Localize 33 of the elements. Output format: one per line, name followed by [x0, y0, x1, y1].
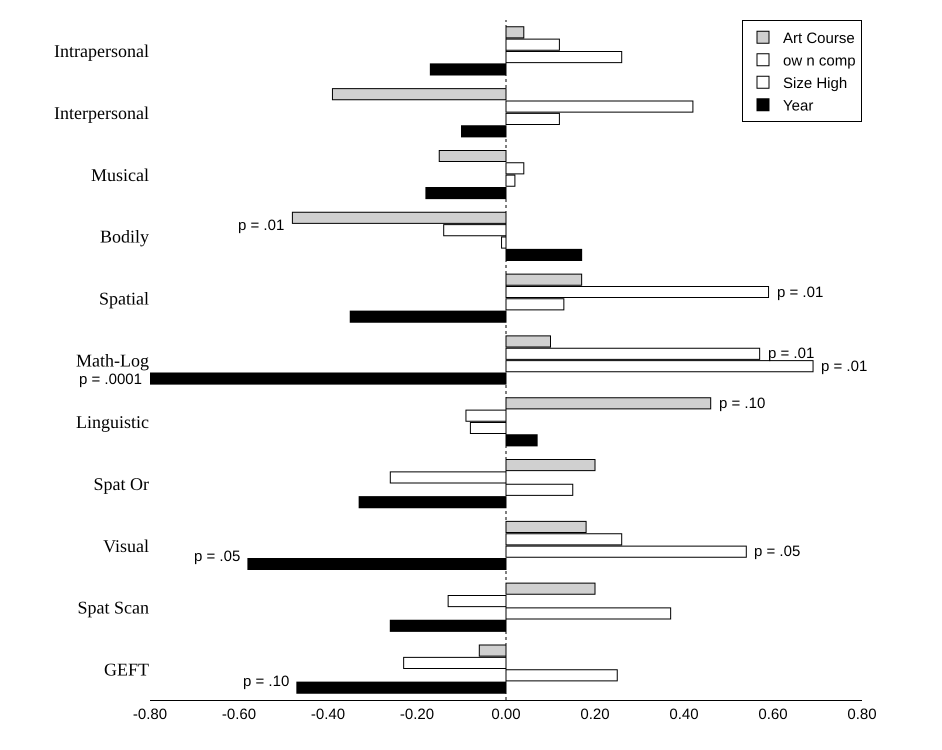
x-tick-label: 0.20 — [580, 706, 610, 723]
y-tick-label: Spat Scan — [78, 598, 149, 618]
x-tick-label: 0.40 — [669, 706, 699, 723]
x-tick-label: 0.60 — [758, 706, 788, 723]
y-tick-label: Math-Log — [76, 350, 149, 370]
x-tick-label: -0.40 — [310, 706, 346, 723]
annotation: p = .01 — [777, 284, 824, 301]
x-tick-label: 0.80 — [847, 706, 877, 723]
annotation: p = .10 — [719, 395, 766, 412]
annotation: p = .10 — [243, 673, 290, 690]
annotation: p = .01 — [768, 345, 814, 362]
annotation: p = .01 — [238, 217, 284, 234]
y-tick-label: Musical — [91, 164, 149, 185]
y-tick-label: Spatial — [99, 288, 149, 308]
annotation: p = .01 — [821, 358, 868, 375]
y-tick-label: Bodily — [100, 226, 149, 247]
legend-label: Year — [783, 98, 814, 115]
y-tick-label: Linguistic — [76, 412, 150, 432]
x-tick-label: -0.80 — [132, 706, 168, 723]
legend-label: Size High — [783, 75, 848, 92]
x-tick-label: -0.60 — [222, 706, 256, 723]
legend-label: Art Course — [783, 30, 855, 48]
y-tick-label: Visual — [103, 536, 149, 556]
legend-label: ow n comp — [783, 52, 856, 70]
y-tick-label: GEFT — [104, 659, 150, 680]
x-tick-label: -0.20 — [400, 706, 434, 723]
y-tick-label: Spat Or — [94, 474, 149, 494]
annotation: p = .05 — [194, 548, 240, 565]
annotation: p = .05 — [754, 543, 800, 560]
y-tick-label: Intrapersonal — [54, 41, 149, 62]
x-tick-label: 0.00 — [491, 706, 521, 723]
text: p = .0001 — [79, 371, 142, 388]
y-tick-label: Interpersonal — [54, 103, 149, 124]
